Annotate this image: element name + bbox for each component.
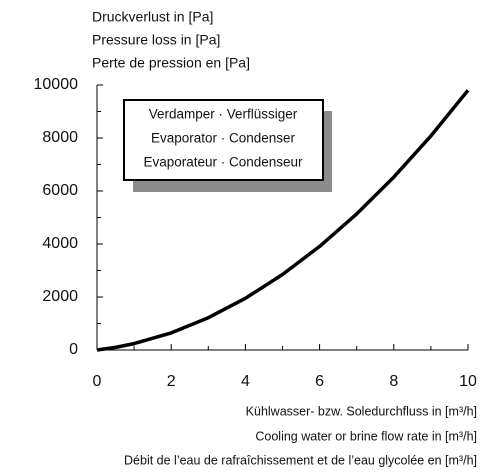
y-tick-label: 4000 [42,235,78,252]
legend-box [123,99,324,181]
y-tick-label: 8000 [42,129,78,146]
y-axis-title-line: Perte de pression en [Pa] [92,55,250,71]
x-tick-label: 6 [315,373,324,390]
x-axis-title-line: Kühlwasser- bzw. Soledurchfluss in [m³/h… [246,404,477,418]
x-axis-title-line: Cooling water or brine flow rate in [m³/… [255,429,477,443]
y-tick-label: 6000 [42,182,78,199]
annotation: Verdamper · Verflüssiger [149,107,298,122]
x-tick-label: 4 [241,373,250,390]
x-axis-title-line: Débit de l’eau de rafraîchissement et de… [124,453,477,467]
annotation: Evaporateur · Condenseur [143,155,303,170]
y-axis-title-line: Pressure loss in [Pa] [92,32,220,48]
curve [96,89,470,352]
x-tick-label: 2 [167,373,176,390]
y-tick-label: 2000 [42,288,78,305]
annotation: Evaporator · Condenser [151,131,296,146]
y-tick-label: 0 [69,341,78,358]
y-axis-title-line: Druckverlust in [Pa] [92,9,213,25]
x-tick-label: 0 [93,373,102,390]
x-tick-label: 8 [389,373,398,390]
x-axis-title: Kühlwasser- bzw. Soledurchfluss in [m³/h… [124,404,477,467]
y-tick-label: 10000 [34,76,79,93]
y-axis-title: Druckverlust in [Pa] Pressure loss in [P… [92,9,250,71]
x-tick-label: 10 [459,373,477,390]
